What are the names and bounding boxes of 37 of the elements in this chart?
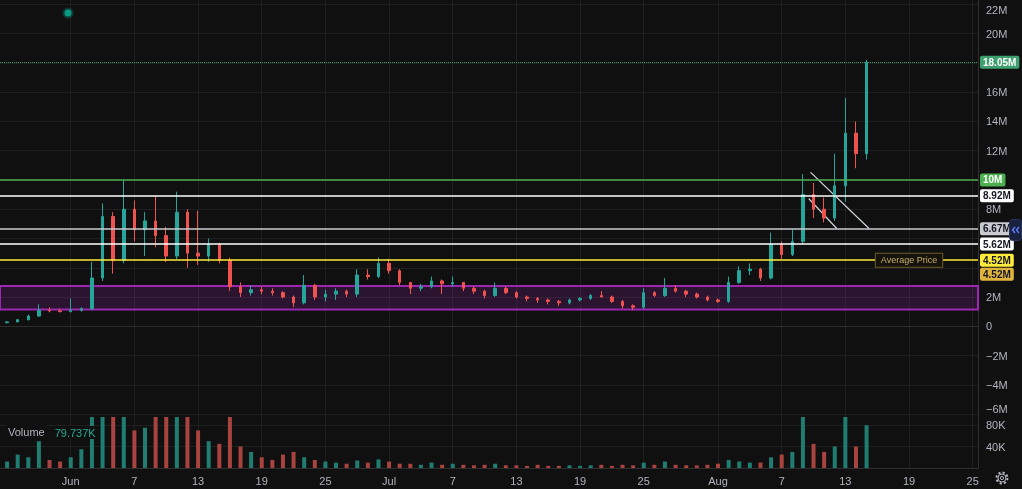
x-tick-label: Jul [382, 474, 397, 487]
text: Volume [8, 425, 45, 438]
y-tick-label: 14M [986, 115, 1008, 128]
x-tick-label: 25 [637, 474, 650, 487]
x-tick-label: 13 [191, 474, 205, 487]
x-tick-label: 13 [839, 474, 852, 487]
y-tick-label: 0 [986, 320, 993, 333]
y-tick-label: 16M [986, 86, 1008, 99]
y-tick-label: 12M [986, 144, 1008, 157]
ref-line-label: 4.52M [983, 254, 1011, 266]
y-tick-label: 80K [986, 419, 1007, 432]
y-tick-label: 8M [986, 203, 1002, 216]
annotation: Average Price [880, 255, 938, 266]
ref-line-label: 10M [983, 174, 1003, 186]
y-tick-label: −2M [986, 349, 1008, 362]
annotation: 79.737K [54, 426, 97, 439]
x-tick-label: 7 [449, 474, 456, 487]
y-tick-label: 22M [986, 3, 1008, 16]
x-tick-label: 19 [573, 474, 587, 487]
y-tick-label: 2M [986, 291, 1002, 304]
x-tick-label: 25 [966, 474, 979, 487]
x-tick-label: 7 [778, 474, 785, 487]
annotation: 4.52M [983, 268, 1011, 280]
x-tick-label: 7 [131, 474, 138, 487]
ref-line-label: 18.05M [983, 56, 1017, 68]
ref-line-label: 8.92M [983, 190, 1011, 202]
y-tick-label: 20M [986, 27, 1008, 40]
y-tick-label: 40K [986, 440, 1007, 453]
x-tick-label: 25 [319, 474, 332, 487]
y-tick-label: −4M [986, 378, 1008, 391]
x-tick-label: Aug [708, 474, 728, 487]
x-tick-label: Jun [61, 474, 80, 487]
x-tick-label: 19 [255, 474, 268, 487]
x-tick-label: 19 [902, 474, 916, 487]
x-tick-label: 13 [510, 474, 523, 487]
y-tick-label: −6M [986, 402, 1008, 415]
ref-line-label: 5.62M [983, 238, 1011, 250]
